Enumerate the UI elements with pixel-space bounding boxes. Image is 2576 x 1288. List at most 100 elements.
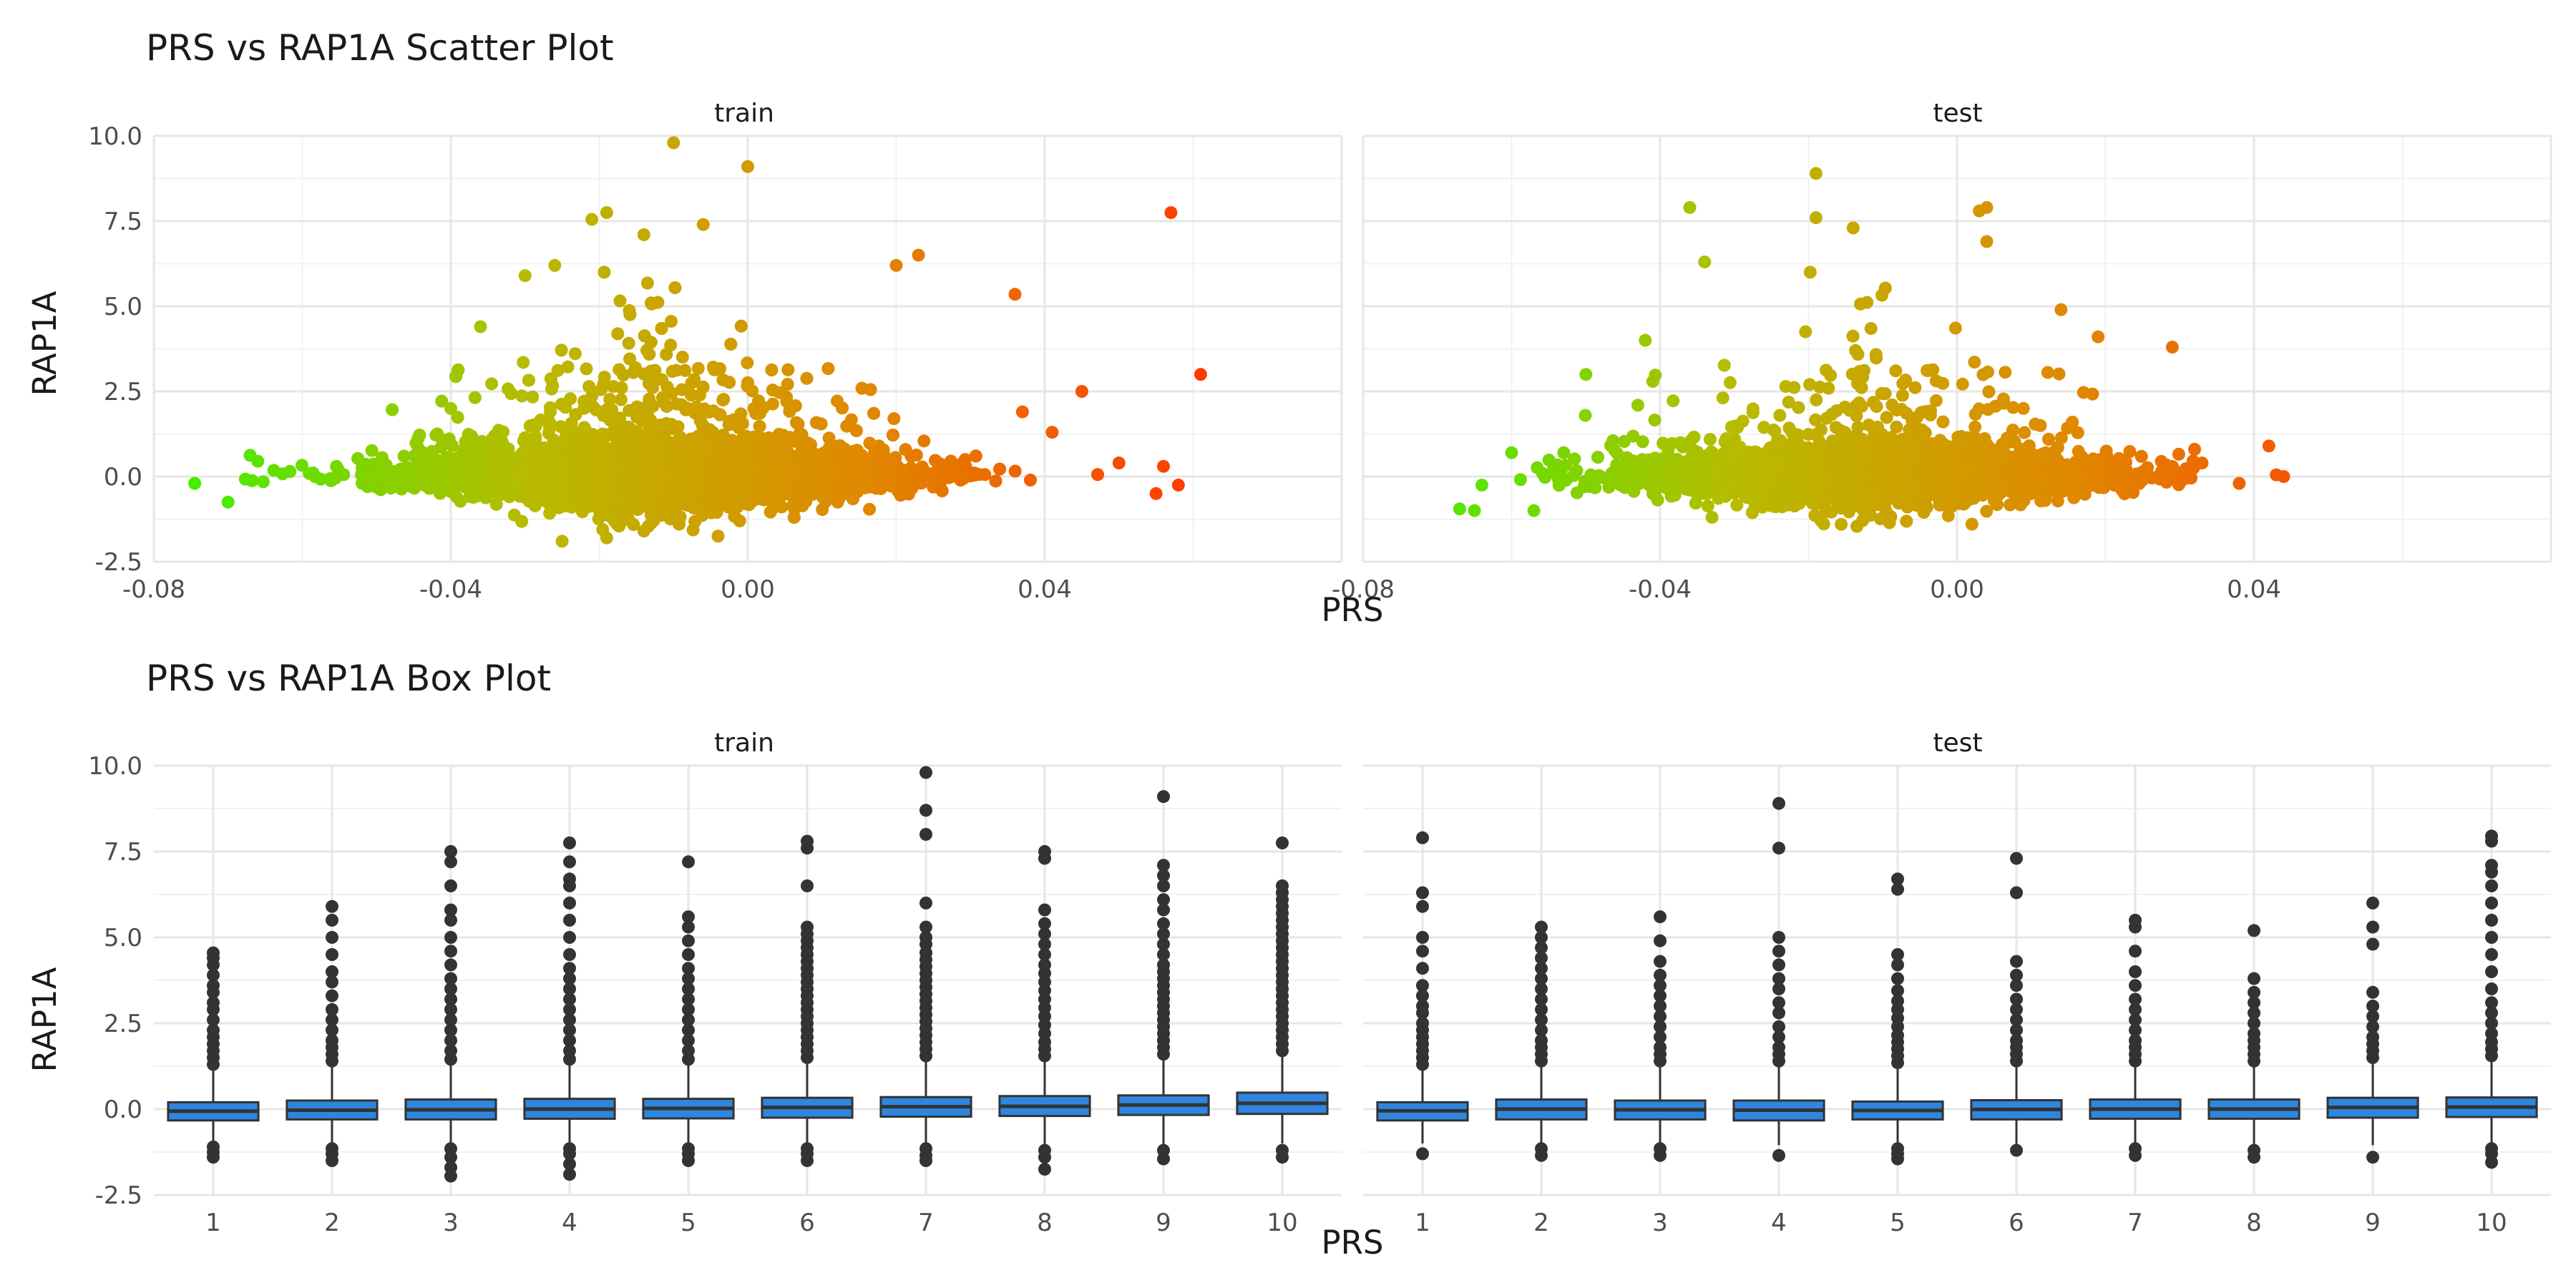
- scatter-point: [416, 446, 429, 459]
- scatter-point: [567, 433, 580, 447]
- scatter-point: [485, 377, 499, 391]
- scatter-point: [831, 495, 844, 509]
- scatter-point: [622, 420, 635, 434]
- scatter-point: [544, 372, 557, 386]
- scatter-point: [608, 514, 621, 527]
- scatter-point: [597, 409, 610, 422]
- scatter-point: [529, 419, 542, 433]
- scatter-point: [874, 461, 888, 474]
- scatter-point: [909, 449, 923, 462]
- scatter-point: [620, 448, 634, 462]
- scatter-point: [465, 429, 479, 443]
- scatter-point: [679, 403, 693, 416]
- scatter-point: [917, 434, 931, 448]
- scatter-point: [489, 444, 502, 457]
- scatter-point: [933, 477, 947, 490]
- scatter-point: [635, 430, 649, 444]
- scatter-point: [680, 447, 694, 460]
- scatter-point: [969, 449, 982, 463]
- scatter-point: [752, 394, 766, 408]
- scatter-point: [623, 352, 637, 366]
- scatter-point: [374, 483, 387, 497]
- scatter-point: [897, 475, 911, 489]
- scatter-point: [637, 489, 650, 502]
- scatter-point: [728, 509, 741, 523]
- scatter-point: [582, 464, 595, 477]
- scatter-point: [716, 393, 730, 406]
- scatter-point: [850, 444, 864, 457]
- scatter-point: [863, 436, 877, 450]
- scatter-point: [614, 393, 628, 406]
- scatter-point: [790, 495, 804, 509]
- scatter-point: [527, 441, 540, 455]
- scatter-point: [618, 472, 632, 485]
- scatter-point: [734, 319, 748, 333]
- scatter-point: [308, 470, 322, 483]
- scatter-point: [685, 389, 698, 401]
- scatter-point: [766, 384, 779, 397]
- scatter-point: [612, 487, 625, 500]
- scatter-point: [803, 460, 816, 474]
- scatter-point: [384, 482, 398, 495]
- scatter-point: [422, 470, 435, 484]
- scatter-point: [526, 390, 540, 404]
- scatter-point: [638, 367, 650, 381]
- scatter-point: [569, 408, 582, 421]
- scatter-point: [365, 469, 379, 482]
- scatter-point: [993, 462, 1007, 476]
- scatter-point: [646, 467, 660, 481]
- scatter-point: [741, 379, 754, 393]
- scatter-point: [245, 474, 259, 487]
- scatter-point: [611, 327, 625, 341]
- scatter-point: [577, 394, 591, 408]
- scatter-point: [751, 446, 765, 459]
- scatter-point: [482, 482, 495, 495]
- scatter-point: [836, 401, 849, 415]
- scatter-point: [746, 430, 760, 444]
- scatter-point: [884, 479, 898, 493]
- scatter-point: [696, 417, 709, 431]
- scatter-point: [603, 427, 617, 441]
- scatter-point: [577, 449, 591, 463]
- scatter-point: [543, 507, 557, 520]
- scatter-point: [852, 482, 865, 496]
- scatter-point: [517, 356, 530, 369]
- scatter-point: [397, 449, 411, 463]
- scatter-point: [787, 511, 801, 525]
- scatter-point: [675, 383, 688, 396]
- scatter-point: [781, 363, 795, 376]
- scatter-point: [944, 466, 957, 479]
- scatter-point: [800, 371, 814, 385]
- scatter-point: [655, 322, 668, 335]
- scatter-point: [724, 338, 738, 351]
- scatter-point: [501, 483, 514, 497]
- scatter-point: [821, 362, 835, 376]
- scatter-point: [664, 315, 678, 328]
- scatter-point: [791, 417, 805, 431]
- scatter-point: [564, 392, 577, 406]
- scatter-point: [808, 484, 821, 497]
- scatter-point: [623, 304, 636, 317]
- scatter-point: [780, 391, 794, 404]
- scatter-point: [454, 494, 467, 508]
- scatter-point: [678, 364, 692, 377]
- scatter-point: [1024, 473, 1037, 487]
- scatter-point: [989, 474, 1002, 488]
- scatter-point: [668, 504, 682, 517]
- scatter-point: [771, 494, 784, 508]
- scatter-point: [656, 391, 669, 404]
- scatter-point: [1091, 468, 1104, 482]
- scatter-point: [929, 454, 942, 467]
- scatter-point: [685, 432, 698, 446]
- scatter-point: [675, 351, 689, 364]
- scatter-point: [915, 460, 929, 474]
- scatter-point: [955, 459, 969, 473]
- scatter-point: [968, 468, 982, 482]
- scatter-point: [715, 445, 728, 459]
- scatter-point: [603, 393, 617, 406]
- scatter-point: [859, 460, 873, 473]
- scatter-point: [555, 343, 568, 357]
- scatter-point: [741, 454, 754, 468]
- scatter-point: [295, 459, 308, 472]
- scatter-point: [256, 475, 270, 489]
